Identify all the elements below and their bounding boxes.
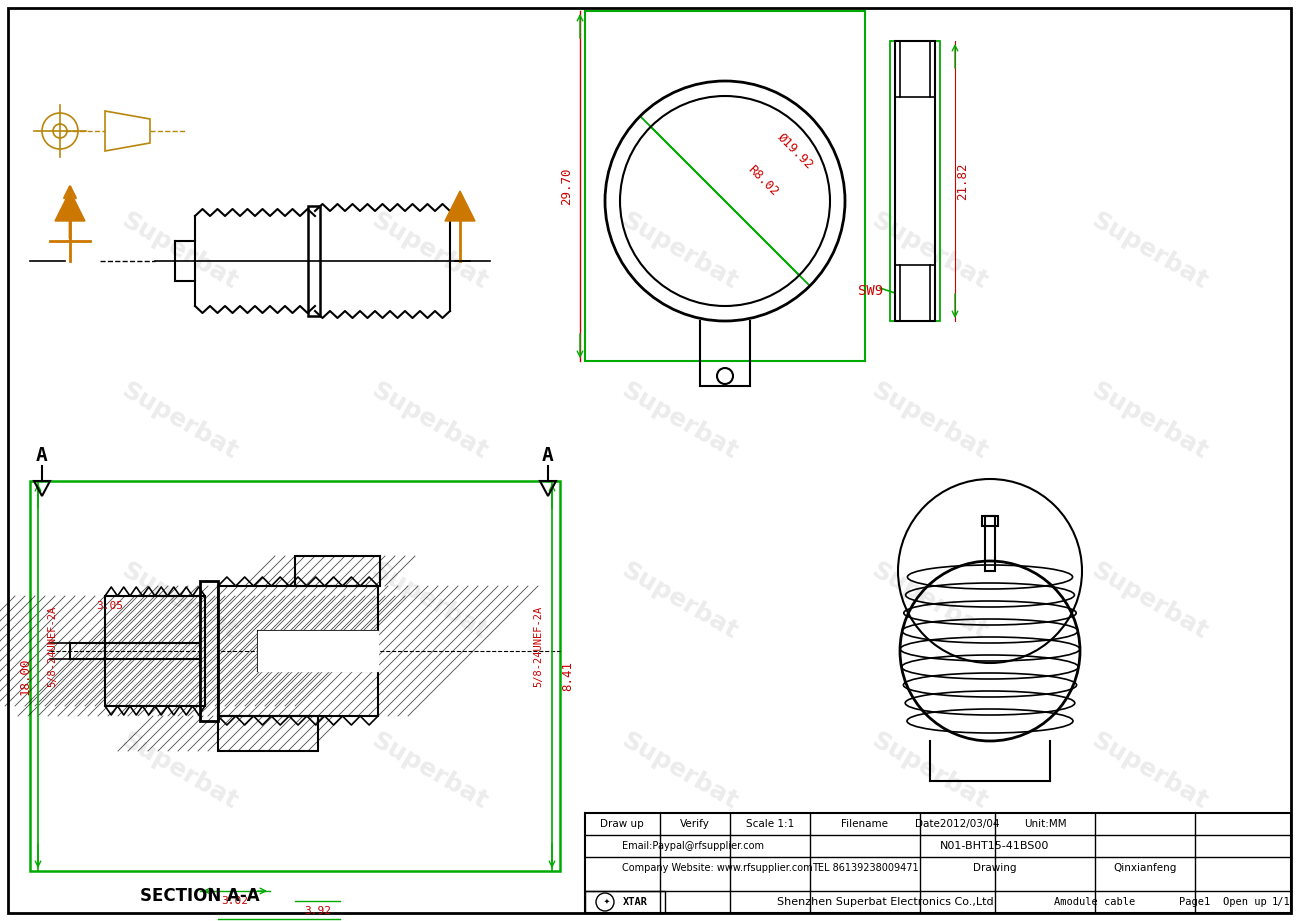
Text: XTAR: XTAR <box>622 897 647 907</box>
Text: 18.00: 18.00 <box>18 658 31 694</box>
Text: Ø19.92: Ø19.92 <box>776 131 816 171</box>
Text: Superbat: Superbat <box>368 558 492 644</box>
Text: Superbat: Superbat <box>118 729 243 814</box>
Polygon shape <box>55 191 84 221</box>
Text: Draw up: Draw up <box>600 819 644 829</box>
Text: Qinxianfeng: Qinxianfeng <box>1113 863 1177 873</box>
Text: Shenzhen Superbat Electronics Co.,Ltd: Shenzhen Superbat Electronics Co.,Ltd <box>777 897 994 907</box>
Text: Open up: Open up <box>1224 897 1267 907</box>
Bar <box>982 516 998 526</box>
Bar <box>308 206 320 316</box>
Text: TEL 86139238009471: TEL 86139238009471 <box>812 863 918 873</box>
Text: 5/8-24UNEF-2A: 5/8-24UNEF-2A <box>47 605 57 687</box>
Text: Scale 1:1: Scale 1:1 <box>746 819 794 829</box>
Text: Email:Paypal@rfsupplier.com: Email:Paypal@rfsupplier.com <box>622 841 764 851</box>
Text: Unit:MM: Unit:MM <box>1024 819 1066 829</box>
Text: Superbat: Superbat <box>618 208 742 294</box>
Text: Drawing: Drawing <box>973 863 1017 873</box>
Bar <box>200 581 218 721</box>
Text: Superbat: Superbat <box>618 729 742 814</box>
Bar <box>295 556 381 586</box>
Text: A: A <box>36 447 48 465</box>
Text: Superbat: Superbat <box>1087 208 1212 294</box>
Text: Superbat: Superbat <box>1087 558 1212 644</box>
Text: Superbat: Superbat <box>868 729 992 814</box>
Text: 21.82: 21.82 <box>956 162 969 200</box>
Bar <box>30 481 560 871</box>
Text: Superbat: Superbat <box>1087 729 1212 814</box>
Text: 3.05: 3.05 <box>96 601 123 611</box>
Text: Amodule cable: Amodule cable <box>1055 897 1135 907</box>
Text: 5/8-24UNEF-2A: 5/8-24UNEF-2A <box>533 605 543 687</box>
Text: A: A <box>542 447 553 465</box>
Text: ✦: ✦ <box>604 897 611 907</box>
Text: Superbat: Superbat <box>118 208 243 294</box>
Text: N01-BHT15-41BS00: N01-BHT15-41BS00 <box>940 841 1050 851</box>
Bar <box>585 813 1291 913</box>
Bar <box>218 716 318 751</box>
Text: Superbat: Superbat <box>1087 379 1212 464</box>
Polygon shape <box>446 191 475 221</box>
Text: Superbat: Superbat <box>118 379 243 464</box>
Text: Superbat: Superbat <box>118 558 243 644</box>
Bar <box>585 891 665 913</box>
Bar <box>890 41 940 321</box>
Text: 29.70: 29.70 <box>560 168 573 204</box>
Bar <box>585 11 865 361</box>
Text: Company Website: www.rfsupplier.com: Company Website: www.rfsupplier.com <box>622 863 813 873</box>
Text: Verify: Verify <box>681 819 711 829</box>
Text: 8.41: 8.41 <box>561 661 574 691</box>
Text: 3.92: 3.92 <box>304 906 331 916</box>
Bar <box>259 631 378 671</box>
Text: 1/1: 1/1 <box>1272 897 1290 907</box>
Text: Superbat: Superbat <box>868 558 992 644</box>
Text: Page1: Page1 <box>1179 897 1211 907</box>
Text: Superbat: Superbat <box>618 558 742 644</box>
Text: Superbat: Superbat <box>868 379 992 464</box>
Text: 3.02: 3.02 <box>222 896 248 906</box>
Text: Date2012/03/04: Date2012/03/04 <box>914 819 999 829</box>
Text: R8.02: R8.02 <box>746 163 781 199</box>
Bar <box>218 586 378 716</box>
Text: Superbat: Superbat <box>368 208 492 294</box>
Text: Superbat: Superbat <box>618 379 742 464</box>
Bar <box>985 516 995 571</box>
Text: SECTION A-A: SECTION A-A <box>140 887 260 905</box>
Text: Superbat: Superbat <box>868 208 992 294</box>
Text: SW9: SW9 <box>859 284 883 298</box>
Text: Superbat: Superbat <box>368 379 492 464</box>
Text: Filename: Filename <box>842 819 889 829</box>
Text: Superbat: Superbat <box>368 729 492 814</box>
Bar <box>105 596 205 706</box>
